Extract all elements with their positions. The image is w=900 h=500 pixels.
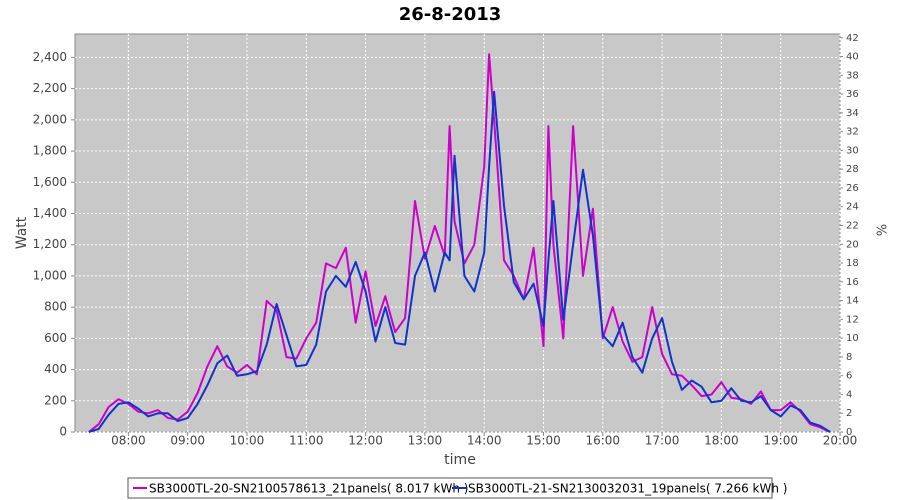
y2-tick-label: 30 [846, 145, 859, 156]
x-tick-label: 10:00 [230, 434, 265, 448]
series-line [88, 90, 831, 433]
y-axis-title: Watt [14, 216, 30, 249]
y-tick-label: 2,200 [33, 81, 67, 95]
y2-tick-label: 24 [846, 202, 859, 213]
chart-title: 26-8-2013 [399, 4, 502, 25]
y-tick-label: 2,400 [33, 50, 67, 64]
legend [127, 477, 773, 499]
y2-tick-label: 0 [846, 427, 852, 438]
y2-tick-label: 22 [846, 220, 859, 231]
x-tick-label: 11:00 [289, 434, 324, 448]
y2-tick-label: 10 [846, 333, 859, 344]
y2-tick-label: 20 [846, 239, 859, 250]
x-axis-title: time [444, 452, 476, 468]
y-tick-label: 1,000 [33, 268, 67, 282]
legend-label: SB3000TL-21-SN2130032031_19panels( 7.266… [468, 482, 787, 496]
x-tick-label: 08:00 [111, 434, 146, 448]
x-tick-label: 20:00 [823, 434, 858, 448]
series-line [88, 53, 831, 433]
y-tick-label: 0 [59, 425, 67, 439]
x-tick-label: 16:00 [585, 434, 620, 448]
x-tick-label: 17:00 [645, 434, 680, 448]
x-tick-label: 12:00 [348, 434, 383, 448]
y2-tick-label: 26 [846, 183, 859, 194]
x-tick-label: 15:00 [526, 434, 561, 448]
y2-tick-label: 40 [846, 52, 859, 63]
y2-tick-label: 2 [846, 408, 852, 419]
y2-tick-label: 38 [846, 70, 859, 81]
y2-tick-label: 28 [846, 164, 859, 175]
y-tick-label: 1,600 [33, 175, 67, 189]
y2-axis-title: % [873, 224, 888, 236]
y-tick-label: 1,400 [33, 206, 67, 220]
y-tick-label: 1,800 [33, 144, 67, 158]
y-tick-label: 200 [44, 393, 67, 407]
y2-tick-label: 36 [846, 89, 859, 100]
y2-tick-label: 12 [846, 314, 859, 325]
x-tick-label: 18:00 [704, 434, 739, 448]
y2-tick-label: 14 [846, 296, 859, 307]
x-tick-label: 13:00 [408, 434, 443, 448]
x-tick-label: 14:00 [467, 434, 502, 448]
x-tick-label: 09:00 [170, 434, 205, 448]
legend-label: SB3000TL-20-SN2100578613_21panels( 8.017… [149, 482, 468, 496]
y2-tick-label: 18 [846, 258, 859, 269]
x-tick-label: 19:00 [763, 434, 798, 448]
y-tick-label: 1,200 [33, 237, 67, 251]
y2-tick-label: 6 [846, 371, 852, 382]
y-tick-label: 800 [44, 300, 67, 314]
y2-tick-label: 4 [846, 389, 852, 400]
y2-tick-label: 34 [846, 108, 859, 119]
y-tick-label: 2,000 [33, 112, 67, 126]
y2-tick-label: 42 [846, 33, 859, 44]
y-tick-label: 400 [44, 362, 67, 376]
y2-tick-label: 8 [846, 352, 852, 363]
y2-tick-label: 16 [846, 277, 859, 288]
y-tick-label: 600 [44, 331, 67, 345]
y2-tick-label: 32 [846, 127, 859, 138]
